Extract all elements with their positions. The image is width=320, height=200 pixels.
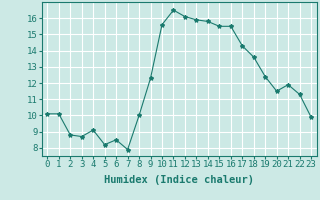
X-axis label: Humidex (Indice chaleur): Humidex (Indice chaleur) <box>104 175 254 185</box>
